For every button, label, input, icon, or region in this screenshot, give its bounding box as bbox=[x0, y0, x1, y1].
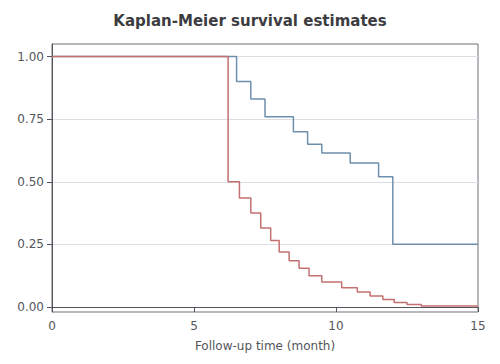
svg-text:0.00: 0.00 bbox=[17, 300, 44, 314]
svg-text:15: 15 bbox=[470, 319, 485, 333]
svg-text:Kaplan-Meier survival estimate: Kaplan-Meier survival estimates bbox=[113, 12, 386, 30]
svg-text:10: 10 bbox=[328, 319, 343, 333]
svg-text:1.00: 1.00 bbox=[17, 50, 44, 64]
svg-text:Follow-up time (month): Follow-up time (month) bbox=[195, 339, 335, 353]
svg-text:5: 5 bbox=[190, 319, 198, 333]
svg-text:0: 0 bbox=[48, 319, 56, 333]
svg-text:0.25: 0.25 bbox=[17, 237, 44, 251]
svg-text:0.75: 0.75 bbox=[17, 112, 44, 126]
svg-text:0.50: 0.50 bbox=[17, 175, 44, 189]
